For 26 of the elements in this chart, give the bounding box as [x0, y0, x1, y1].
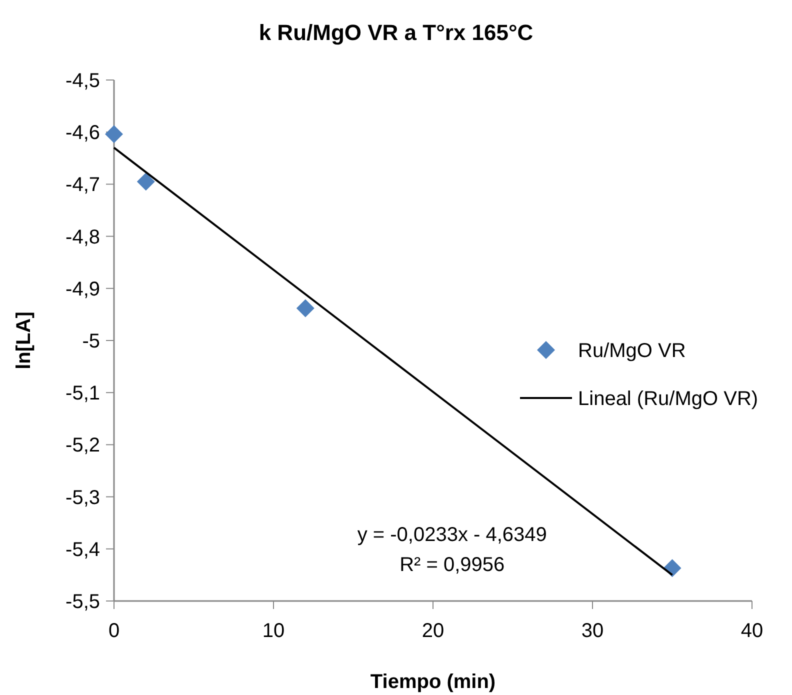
x-tick-label: 40	[740, 620, 764, 642]
legend-label: Lineal (Ru/MgO VR)	[578, 388, 758, 410]
y-tick-label: -5,4	[66, 538, 100, 561]
x-tick-label: 10	[262, 620, 285, 642]
point	[296, 299, 314, 318]
y-tick-label: -4,8	[66, 226, 100, 248]
point	[105, 125, 123, 144]
point	[136, 172, 155, 191]
y-tick-label: -4,5	[66, 70, 100, 92]
y-tick-label: -4,7	[66, 174, 100, 196]
annotation: y = -0,0233x - 4,6349	[357, 524, 547, 546]
x-tick-label: 0	[108, 620, 120, 642]
y-tick-label: -5,2	[66, 434, 100, 457]
y-tick-label: -5,1	[66, 382, 100, 405]
x-axis-title: Tiempo (min)	[370, 671, 496, 693]
y-axis-title: ln[LA]	[13, 312, 35, 370]
chart-title: k Ru/MgO VR a T°rx 165°C	[258, 20, 534, 45]
x-tick-label: 20	[422, 620, 444, 642]
y-tick-label: -5,5	[66, 591, 100, 613]
y-tick-label: -5	[82, 330, 100, 352]
y-tick-label: -4,6	[66, 122, 100, 144]
x-tick-label: 30	[581, 620, 604, 642]
y-tick-label: -4,9	[66, 278, 100, 300]
legend-label: Ru/MgO VR	[578, 340, 686, 362]
y-tick-label: -5,3	[66, 486, 100, 509]
annotation: R² = 0,9956	[400, 554, 505, 576]
